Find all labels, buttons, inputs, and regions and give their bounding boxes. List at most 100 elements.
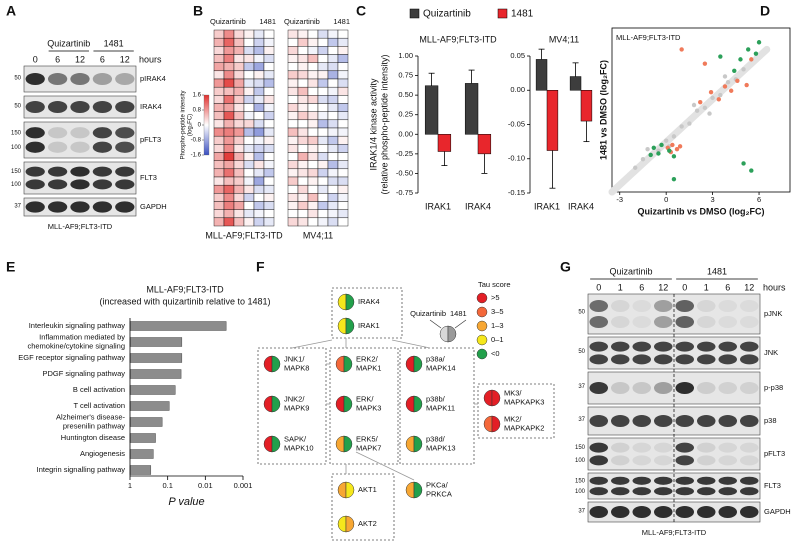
scatter-point bbox=[633, 165, 638, 170]
blot-band bbox=[589, 476, 608, 485]
blot-band bbox=[589, 382, 608, 394]
heatmap-cell bbox=[223, 29, 235, 39]
group-label: Quizartinib bbox=[609, 266, 652, 276]
heatmap-cell bbox=[297, 168, 309, 178]
heatmap-cell bbox=[307, 184, 319, 194]
blot-band bbox=[589, 316, 608, 328]
heatmap-cell bbox=[243, 168, 255, 178]
scatter-point bbox=[741, 161, 746, 166]
heatmap-cell bbox=[337, 54, 349, 63]
bar bbox=[580, 90, 593, 122]
bar bbox=[569, 76, 582, 91]
x-tick-label: 0.01 bbox=[198, 481, 213, 490]
heatmap-cell bbox=[297, 184, 309, 194]
heatmap-cell bbox=[337, 176, 349, 186]
bar bbox=[129, 353, 183, 363]
heatmap-cell bbox=[297, 78, 309, 88]
heatmap-cell bbox=[297, 29, 309, 39]
tau-half bbox=[335, 355, 345, 373]
heatmap-cell bbox=[317, 62, 329, 72]
heatmap-cell bbox=[233, 127, 245, 137]
heatmap-cell bbox=[337, 127, 349, 137]
scatter-point bbox=[674, 147, 680, 152]
blot-band bbox=[92, 179, 113, 190]
blot-band bbox=[740, 354, 759, 365]
scatter-point bbox=[749, 57, 754, 62]
tau-half bbox=[335, 435, 345, 453]
heatmap-cell bbox=[297, 144, 309, 153]
heatmap-cell bbox=[337, 160, 349, 170]
blot-band bbox=[632, 476, 651, 485]
heatmap-cell bbox=[307, 193, 319, 202]
node-label: IRAK4 bbox=[358, 297, 380, 306]
blot-band bbox=[675, 442, 694, 453]
blot-band bbox=[697, 415, 716, 427]
tau-half bbox=[345, 515, 355, 533]
heatmap-cell bbox=[317, 193, 329, 202]
heatmap-cell bbox=[307, 135, 319, 145]
heatmap-cell bbox=[263, 193, 275, 202]
blot-band bbox=[92, 127, 113, 139]
heatmap-cell bbox=[253, 193, 265, 202]
tau-half bbox=[345, 293, 355, 311]
blot-band bbox=[697, 476, 716, 485]
legend-swatch bbox=[497, 8, 508, 19]
scatter-point bbox=[640, 157, 646, 162]
legend-swatch bbox=[409, 8, 420, 19]
heatmap-cell bbox=[287, 119, 299, 129]
scatter-point bbox=[670, 142, 675, 148]
blot-band bbox=[718, 415, 737, 427]
blot-band bbox=[654, 300, 673, 312]
blot-band bbox=[654, 382, 673, 394]
heatmap-cell bbox=[297, 176, 309, 186]
heatmap-cell bbox=[233, 193, 245, 202]
heatmap-cell bbox=[213, 103, 225, 112]
scatter-point bbox=[698, 99, 703, 105]
blot-band bbox=[740, 487, 759, 496]
heatmap-cell bbox=[327, 70, 339, 80]
bar bbox=[129, 321, 227, 331]
heatmap-cell bbox=[263, 103, 275, 112]
heatmap-cell bbox=[223, 54, 235, 63]
heatmap-cell bbox=[243, 70, 255, 80]
lane-label: 6 bbox=[725, 282, 730, 292]
blot-band bbox=[115, 201, 135, 213]
blot-band bbox=[632, 300, 651, 312]
heatmap-cell bbox=[337, 70, 349, 80]
blot-band bbox=[611, 354, 630, 365]
heatmap-cell bbox=[263, 119, 275, 129]
heatmap-cell bbox=[307, 217, 319, 227]
heatmap-cell bbox=[307, 37, 319, 47]
heatmap-cell bbox=[243, 111, 255, 121]
heatmap-cell bbox=[263, 152, 275, 161]
lane-label: 12 bbox=[744, 282, 754, 292]
heatmap-cell bbox=[263, 86, 275, 96]
node-label: MK3/MAPKAPK3 bbox=[504, 388, 544, 406]
blot-band bbox=[654, 442, 673, 453]
blot-band bbox=[675, 382, 694, 394]
heatmap-cell bbox=[297, 135, 309, 145]
scatter-point bbox=[679, 47, 684, 52]
tau-half bbox=[491, 389, 501, 407]
scatter-point bbox=[708, 89, 714, 95]
bar bbox=[535, 59, 548, 91]
heatmap-cell bbox=[243, 184, 255, 194]
blot-band bbox=[92, 201, 113, 213]
blot-band bbox=[654, 415, 673, 427]
heatmap-cell bbox=[223, 95, 235, 104]
blot-band bbox=[70, 141, 90, 153]
scatter-point bbox=[746, 47, 751, 52]
x-tick-label: 1 bbox=[128, 481, 132, 490]
heatmap-cell bbox=[317, 95, 329, 104]
heatmap-cell bbox=[243, 209, 255, 219]
blot-band bbox=[632, 415, 651, 427]
heatmap-cell bbox=[253, 144, 265, 153]
tau-half bbox=[271, 395, 281, 413]
x-tick-label: 0 bbox=[664, 195, 668, 204]
scatter-point bbox=[648, 152, 653, 158]
heatmap-cell bbox=[223, 168, 235, 178]
key-label: Quizartinib bbox=[410, 309, 446, 318]
mw-label: 150 bbox=[11, 169, 22, 175]
panel-letter: E bbox=[6, 259, 15, 275]
heatmap-cell bbox=[223, 62, 235, 72]
